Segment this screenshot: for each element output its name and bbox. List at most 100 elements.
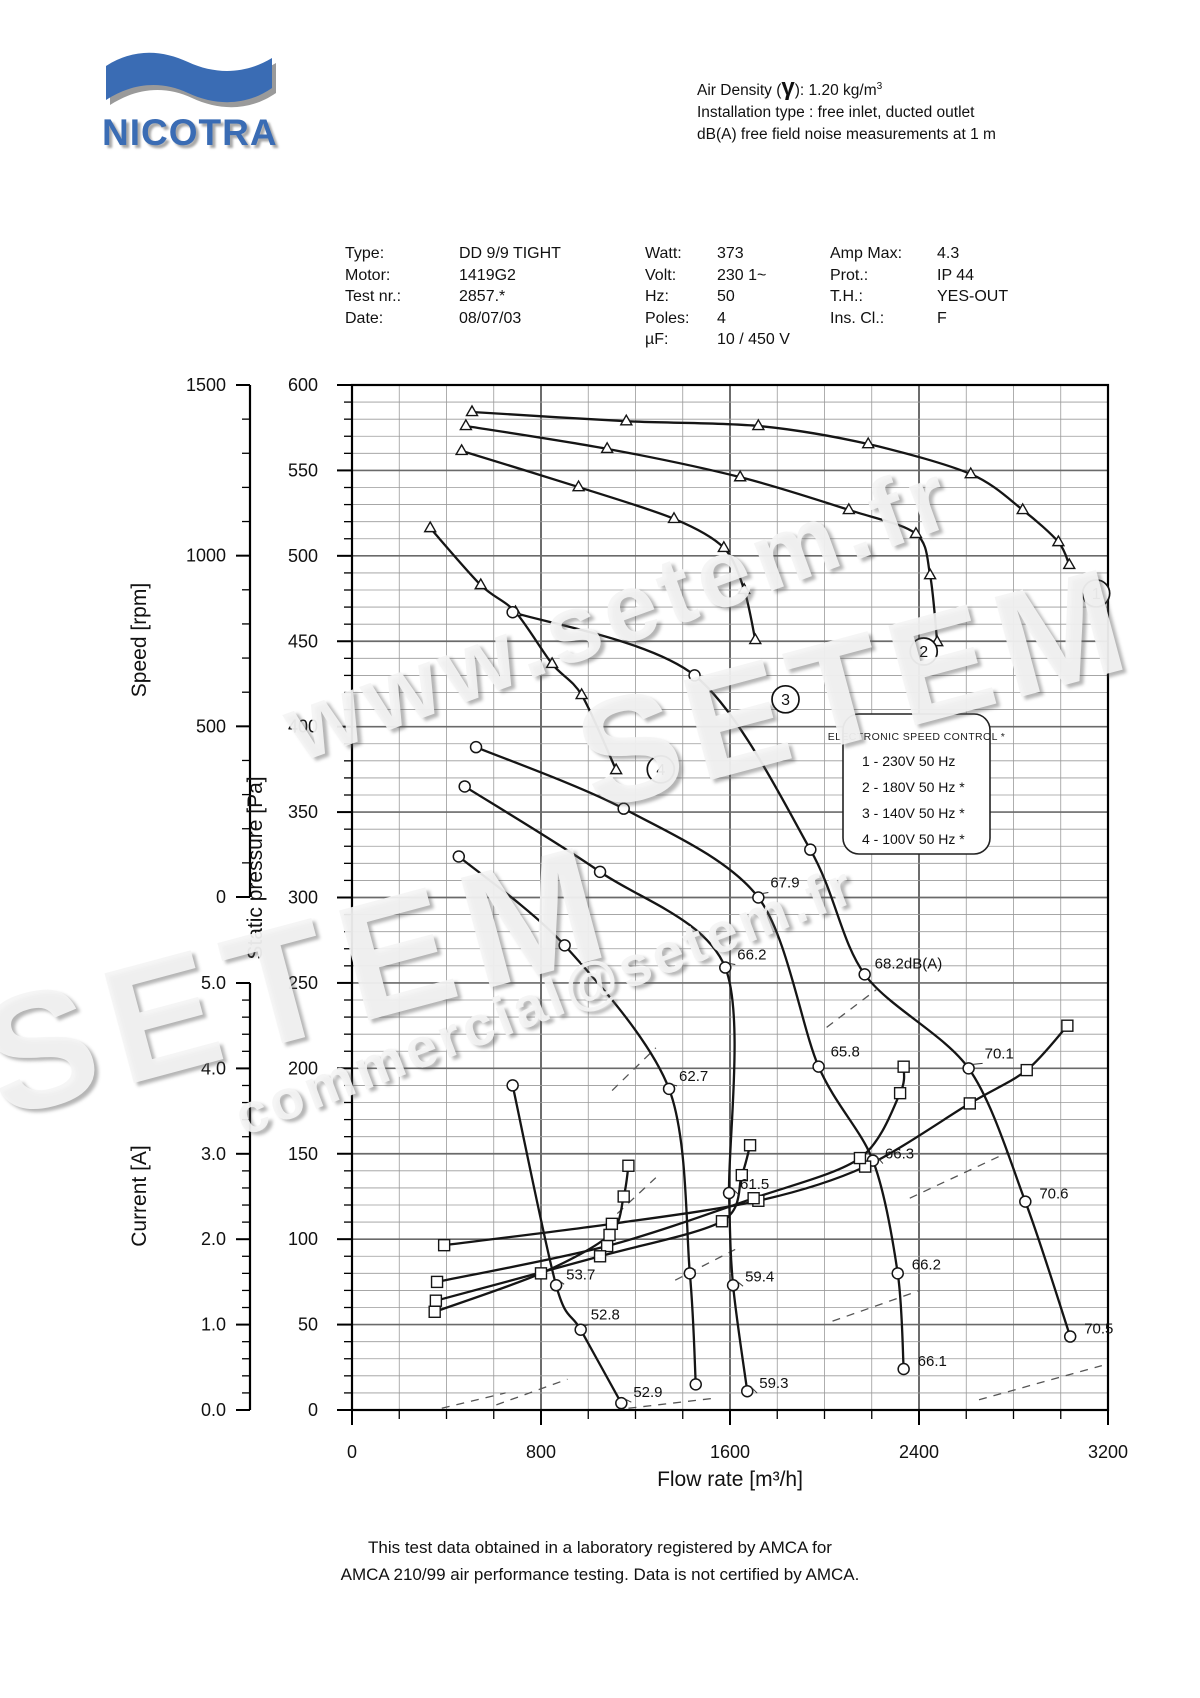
markers	[423, 404, 1077, 1410]
triangle-marker	[600, 441, 614, 454]
circle-marker	[558, 939, 571, 952]
square-marker	[1061, 1019, 1074, 1032]
spec-label: Poles:	[645, 309, 690, 327]
spec-row: Prot.: IP 44	[830, 265, 1008, 287]
pressure-tick-label: 350	[288, 802, 318, 822]
circle-marker	[1019, 1195, 1032, 1208]
pressure-tick-label: 100	[288, 1229, 318, 1249]
circle-marker	[812, 1060, 825, 1073]
spec-label: Watt:	[645, 245, 682, 262]
spec-value: 4.3	[937, 245, 960, 262]
triangle-marker	[454, 443, 469, 456]
label-leader-line	[559, 1280, 565, 1285]
spec-row: Motor: 1419G2	[345, 265, 561, 287]
axis-title: Static pressure [Pa]	[244, 776, 267, 959]
label-leader-line	[729, 963, 736, 966]
pressure-curve	[511, 1085, 623, 1404]
flow-tick-label: 2400	[899, 1442, 939, 1462]
speed-curve	[429, 527, 618, 771]
pressure-tick-label: 400	[288, 717, 318, 737]
circle-marker	[858, 968, 871, 981]
current-tick-label: 4.0	[201, 1058, 226, 1078]
square-marker	[430, 1275, 444, 1289]
spec-label: Ins. Cl.:	[830, 309, 885, 327]
triangle-marker	[923, 567, 937, 580]
triangle-marker	[964, 466, 978, 479]
label-leader-line	[750, 1386, 758, 1394]
noise-db-label: 70.6	[1039, 1186, 1068, 1203]
triangle-marker	[1016, 502, 1030, 515]
pressure-tick-label: 300	[288, 888, 318, 908]
circle-marker	[469, 740, 483, 754]
circle-marker	[719, 961, 732, 974]
square-marker	[743, 1139, 757, 1152]
triangle-marker	[474, 577, 488, 590]
square-marker	[593, 1250, 607, 1263]
noise-measurement-line: dB(A) free field noise measurements at 1…	[697, 126, 996, 144]
noise-db-label: 53.7	[566, 1266, 595, 1283]
square-marker	[963, 1097, 976, 1110]
system-guide-lines	[441, 989, 1103, 1409]
axis-title: Speed [rpm]	[128, 583, 151, 697]
noise-db-label: 66.2	[912, 1256, 941, 1273]
circle-marker	[458, 780, 471, 793]
noise-db-label: 66.1	[918, 1353, 947, 1370]
square-marker	[735, 1168, 749, 1182]
system-guide-line	[611, 1047, 657, 1092]
triangle-marker	[861, 436, 875, 449]
spec-column-identity: Type: DD 9/9 TIGHT Motor: 1419G2 Test nr.: 28…	[345, 243, 561, 329]
spec-value: DD 9/9 TIGHT	[459, 245, 561, 262]
spec-value: 4	[717, 309, 726, 327]
square-marker	[897, 1060, 910, 1073]
brand-name: NICOTRA	[102, 112, 278, 153]
spec-value: F	[937, 309, 947, 327]
square-marker	[534, 1267, 548, 1280]
legend-box	[842, 713, 991, 855]
square-marker	[437, 1238, 451, 1252]
label-leader-line	[672, 1084, 678, 1087]
spec-row: Watt: 373	[645, 243, 790, 265]
system-guide-line	[826, 989, 877, 1028]
label-leader-line	[876, 1156, 884, 1164]
system-guide-line	[674, 1248, 736, 1281]
spec-row: Date: 08/07/03	[345, 308, 561, 330]
spec-row: Amp Max: 4.3	[830, 243, 1008, 265]
noise-db-label: 66.2	[737, 947, 766, 964]
noise-db-label: 65.8	[831, 1044, 860, 1061]
setting-number-circle	[646, 755, 676, 784]
circle-marker	[683, 1267, 697, 1280]
triangle-marker	[1051, 534, 1066, 547]
square-marker	[622, 1159, 635, 1172]
square-marker	[853, 1151, 867, 1165]
setting-number-circle	[771, 684, 800, 714]
current-tick-label: 1.0	[201, 1315, 226, 1335]
circle-marker	[617, 802, 630, 815]
square-marker	[428, 1305, 441, 1318]
square-marker	[1020, 1063, 1033, 1077]
installation-type-line: Installation type : free inlet, ducted o…	[697, 104, 975, 122]
triangle-marker	[748, 632, 762, 645]
legend-item: 3 - 140V 50 Hz *	[862, 805, 965, 821]
spec-row: Type: DD 9/9 TIGHT	[345, 243, 561, 265]
spec-label: Volt:	[645, 266, 677, 284]
noise-db-label: 67.9	[770, 875, 799, 892]
pressure-tick-label: 150	[288, 1144, 318, 1164]
noise-db-label: 70.1	[985, 1045, 1014, 1062]
label-leader-line	[762, 892, 769, 894]
noise-db-label: 52.9	[633, 1384, 662, 1401]
triangle-marker	[842, 502, 856, 515]
setting-number: 2	[919, 644, 928, 661]
triangle-marker	[619, 413, 633, 426]
triangle-marker	[423, 520, 437, 533]
spec-row: T.H.: YES-OUT	[830, 286, 1008, 308]
flow-tick-label: 0	[347, 1442, 357, 1462]
current-tick-label: 3.0	[201, 1144, 226, 1164]
circle-marker	[962, 1062, 975, 1075]
label-leader-line	[732, 1188, 739, 1195]
noise-db-label: 52.8	[591, 1307, 620, 1324]
spec-value: 08/07/03	[459, 309, 522, 327]
pressure-curve	[458, 855, 697, 1385]
data-labels: 68.2dB(A) 70.1 70.6 70.5 67.9 65.8 66.3 66.2 66.…	[559, 875, 1113, 1403]
noise-db-label: 66.3	[885, 1146, 914, 1163]
